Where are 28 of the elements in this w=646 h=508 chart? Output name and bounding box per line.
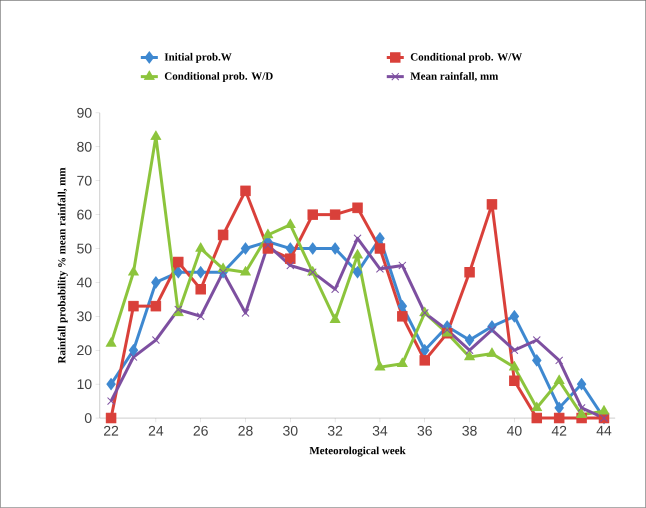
y-tick-label: 30	[77, 311, 92, 322]
legend-label: Mean rainfall, mm	[410, 72, 498, 82]
x-tick-label: 34	[372, 426, 388, 436]
x-axis-title: Meteorological week	[310, 446, 406, 457]
y-tick-label: 60	[77, 210, 92, 220]
x-tick-label: 28	[238, 426, 253, 436]
x-tick-label: 22	[104, 426, 118, 436]
y-tick-label: 80	[77, 142, 92, 152]
x-tick-label: 40	[506, 426, 522, 436]
x-tick-label: 36	[418, 426, 432, 436]
x-tick-label: 38	[462, 426, 477, 436]
y-tick-label: 50	[77, 244, 92, 254]
x-tick-label: 44	[596, 426, 612, 436]
legend-label: Initial prob.W	[164, 52, 232, 63]
x-tick-label: 24	[148, 426, 164, 436]
y-tick-label: 20	[77, 345, 92, 356]
y-tick-label: 0	[84, 413, 92, 424]
legend-label: Conditional prob. W/D	[164, 72, 273, 82]
x-tick-label: 32	[328, 426, 342, 436]
legend-label: Conditional prob. W/W	[410, 52, 522, 63]
y-tick-label: 10	[78, 379, 92, 390]
x-tick-label: 26	[194, 426, 208, 436]
y-tick-label: 70	[77, 176, 92, 186]
y-tick-label: 40	[76, 278, 92, 288]
x-tick-label: 30	[283, 426, 298, 436]
y-tick-label: 90	[77, 108, 92, 118]
y-axis-title: Rainfall probability % mean rainfall, mm	[58, 168, 68, 364]
x-tick-label: 42	[552, 426, 566, 436]
